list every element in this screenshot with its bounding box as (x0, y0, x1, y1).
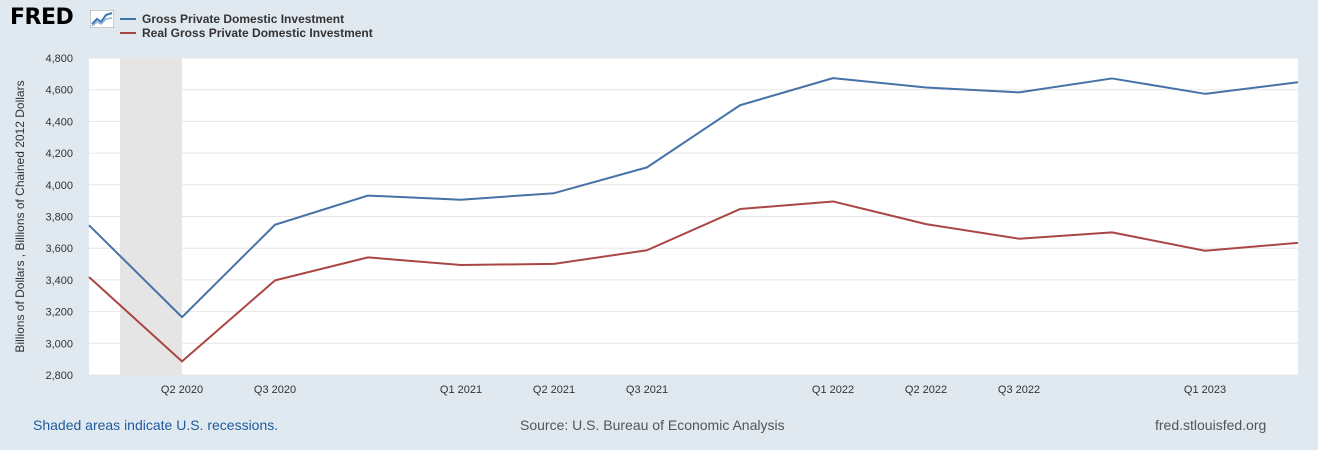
data-point[interactable] (1017, 237, 1021, 241)
y-tick-label: 4,800 (45, 53, 73, 65)
data-point[interactable] (273, 278, 277, 282)
data-point[interactable] (924, 222, 928, 226)
data-point[interactable] (87, 223, 91, 227)
data-point[interactable] (459, 198, 463, 202)
source-note: Source: U.S. Bureau of Economic Analysis (520, 417, 785, 433)
x-tick-label: Q3 2022 (998, 384, 1040, 396)
data-point[interactable] (1110, 230, 1114, 234)
data-point[interactable] (738, 103, 742, 107)
y-tick-label: 3,600 (45, 243, 73, 255)
y-tick-label: 4,200 (45, 148, 73, 160)
data-point[interactable] (1296, 241, 1300, 245)
data-point[interactable] (180, 315, 184, 319)
data-point[interactable] (831, 76, 835, 80)
data-point[interactable] (180, 359, 184, 363)
y-tick-label: 3,800 (45, 212, 73, 224)
data-point[interactable] (1296, 80, 1300, 84)
y-tick-label: 2,800 (45, 370, 73, 382)
data-point[interactable] (738, 207, 742, 211)
data-point[interactable] (87, 275, 91, 279)
data-point[interactable] (366, 194, 370, 198)
data-point[interactable] (273, 223, 277, 227)
x-tick-label: Q1 2023 (1184, 384, 1226, 396)
data-point[interactable] (552, 191, 556, 195)
x-tick-label: Q2 2021 (533, 384, 575, 396)
data-point[interactable] (366, 255, 370, 259)
x-tick-label: Q2 2022 (905, 384, 947, 396)
site-link[interactable]: fred.stlouisfed.org (1155, 417, 1266, 433)
data-point[interactable] (831, 199, 835, 203)
y-tick-label: 4,600 (45, 85, 73, 97)
data-point[interactable] (1203, 92, 1207, 96)
y-tick-label: 4,400 (45, 116, 73, 128)
data-point[interactable] (552, 262, 556, 266)
recession-note: Shaded areas indicate U.S. recessions. (33, 417, 278, 433)
x-tick-label: Q3 2020 (254, 384, 296, 396)
y-tick-label: 3,000 (45, 338, 73, 350)
data-point[interactable] (1017, 90, 1021, 94)
x-tick-label: Q3 2021 (626, 384, 668, 396)
data-point[interactable] (924, 85, 928, 89)
y-tick-label: 4,000 (45, 180, 73, 192)
x-tick-label: Q1 2022 (812, 384, 854, 396)
y-tick-label: 3,400 (45, 275, 73, 287)
data-point[interactable] (459, 263, 463, 267)
data-point[interactable] (645, 165, 649, 169)
y-axis-label: Billions of Dollars , Billions of Chaine… (13, 80, 27, 352)
data-point[interactable] (645, 248, 649, 252)
data-point[interactable] (1110, 76, 1114, 80)
data-point[interactable] (1203, 249, 1207, 253)
line-chart[interactable]: 4,800 4,600 4,400 4,200 4,000 3,800 3,600 3,400… (0, 0, 1318, 410)
y-tick-label: 3,200 (45, 307, 73, 319)
x-tick-label: Q2 2020 (161, 384, 203, 396)
x-tick-label: Q1 2021 (440, 384, 482, 396)
